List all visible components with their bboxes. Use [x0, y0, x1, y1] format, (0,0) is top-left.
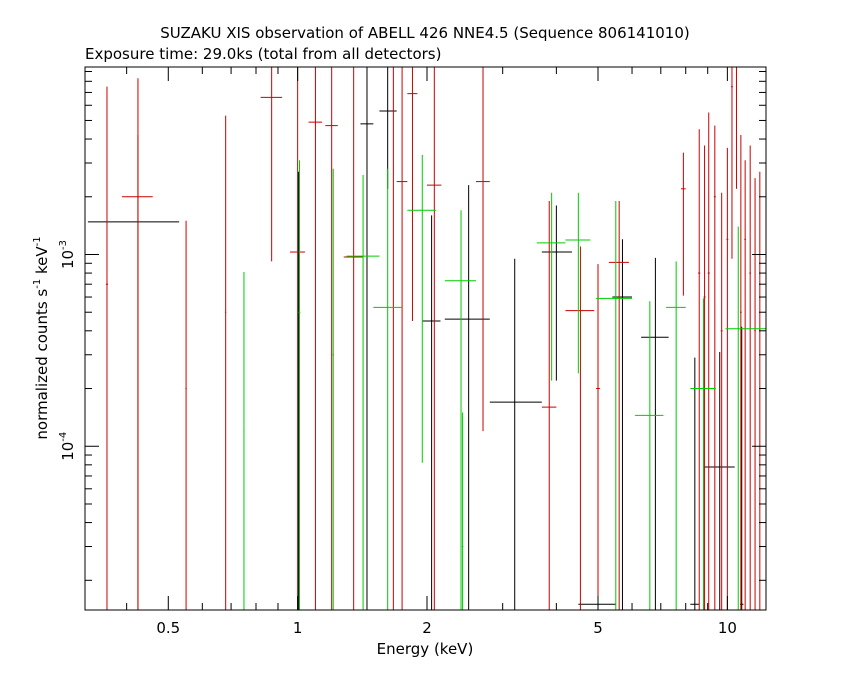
data-point [725, 226, 766, 610]
data-point [343, 67, 364, 610]
data-point [720, 192, 723, 610]
data-point [407, 67, 418, 321]
data-point [666, 261, 686, 610]
data-point [308, 67, 323, 610]
data-point [346, 174, 380, 610]
y-tick-label: 10-3 [58, 240, 77, 269]
data-point [565, 246, 595, 610]
data-point [641, 257, 669, 610]
data-point [713, 125, 716, 610]
data-point [596, 201, 633, 610]
data-point [703, 145, 706, 610]
x-tick-label: 0.5 [156, 619, 180, 637]
data-point [422, 215, 441, 610]
data-point [373, 168, 403, 610]
data-point [298, 160, 301, 610]
data-point [690, 357, 700, 610]
data-point [608, 201, 629, 610]
data-point [87, 134, 180, 610]
data-point [596, 264, 600, 610]
data-point [690, 298, 716, 610]
data-point [744, 160, 746, 610]
data-point [754, 178, 756, 610]
data-point [360, 67, 374, 610]
data-point [735, 66, 738, 189]
data-point [396, 67, 408, 610]
data-point [290, 67, 305, 610]
data-point [635, 301, 664, 610]
data-point [578, 264, 616, 610]
data-point [739, 134, 742, 610]
data-point [489, 258, 542, 610]
data-point [260, 67, 283, 262]
data-point [541, 201, 557, 610]
x-tick-label: 10 [718, 619, 737, 637]
data-point [536, 192, 566, 381]
data-point [680, 152, 686, 296]
data-point [475, 67, 490, 432]
plot-frame [84, 66, 767, 611]
data-point [185, 220, 187, 610]
data-point [325, 67, 338, 610]
data-point [444, 210, 476, 610]
data-point [243, 272, 245, 610]
data-point [121, 78, 153, 610]
y-tick-label: 10-4 [58, 432, 77, 461]
data-point [427, 67, 442, 610]
data-point [759, 171, 761, 610]
data-point [461, 412, 464, 610]
data-point [565, 192, 591, 374]
data-point [749, 145, 751, 610]
data-point [731, 67, 733, 259]
y-axis-label: normalized counts s-1 keV-1 [32, 236, 51, 439]
data-point [703, 352, 735, 610]
data-point [407, 155, 437, 463]
data-point [698, 129, 701, 610]
data-point [541, 205, 573, 381]
data-point [444, 185, 490, 610]
chart-subtitle: Exposure time: 29.0ks (total from all de… [85, 45, 441, 63]
data-point [225, 115, 227, 610]
chart-title: SUZAKU XIS observation of ABELL 426 NNE4… [160, 24, 689, 42]
x-axis-label: Energy (keV) [377, 640, 474, 658]
data-point [707, 112, 710, 610]
data-points-layer [87, 66, 766, 610]
data-point [105, 86, 109, 610]
x-tick-label: 5 [593, 619, 603, 637]
axis-ticks-layer: 0.5 1 2 5 10 10-4 10-3 [58, 67, 766, 637]
x-tick-label: 1 [293, 619, 303, 637]
data-point [332, 168, 334, 610]
x-tick-label: 2 [422, 619, 432, 637]
data-point [726, 147, 729, 610]
